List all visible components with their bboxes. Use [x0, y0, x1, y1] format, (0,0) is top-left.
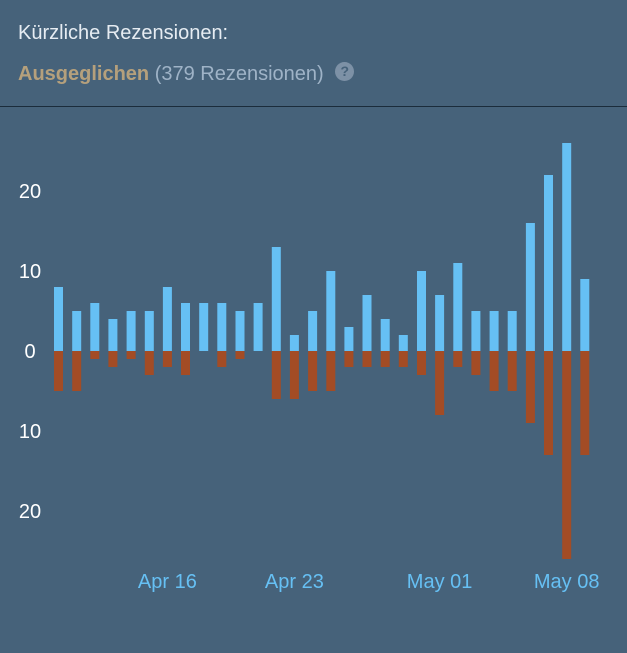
negative-bar-2024-05-02[interactable]	[453, 351, 463, 367]
negative-bar-2024-05-05[interactable]	[507, 351, 517, 391]
negative-bar-2024-04-30[interactable]	[417, 351, 426, 375]
negative-bar-2024-04-11[interactable]	[72, 351, 82, 391]
x-tick-label: Apr 23	[265, 571, 324, 593]
positive-bar-2024-04-16[interactable]	[162, 287, 172, 351]
positive-bar-2024-04-12[interactable]	[90, 303, 100, 351]
positive-bar-2024-04-27[interactable]	[362, 295, 372, 351]
positive-bar-2024-04-28[interactable]	[380, 319, 390, 351]
negative-bar-2024-04-23[interactable]	[289, 351, 299, 399]
negative-bar-2024-05-04[interactable]	[489, 351, 499, 391]
reviews-header: Kürzliche Rezensionen: Ausgeglichen (379…	[0, 0, 627, 107]
negative-bar-2024-04-29[interactable]	[398, 351, 408, 367]
y-tick-label: 20	[19, 181, 41, 203]
positive-bar-2024-05-01[interactable]	[435, 295, 445, 351]
review-count: (379 Rezensionen)	[154, 63, 324, 85]
negative-bar-2024-04-20[interactable]	[235, 351, 245, 359]
negative-bar-2024-04-14[interactable]	[126, 351, 136, 359]
negative-bar-2024-04-12[interactable]	[90, 351, 100, 359]
positive-bar-2024-04-20[interactable]	[235, 311, 245, 351]
positive-bar-2024-04-24[interactable]	[308, 311, 318, 351]
negative-bar-2024-04-27[interactable]	[362, 351, 372, 367]
positive-bar-2024-04-10[interactable]	[54, 287, 63, 351]
negative-bar-2024-04-17[interactable]	[181, 351, 190, 375]
review-summary: Ausgeglichen (379 Rezensionen) ?	[18, 62, 355, 86]
positive-bar-2024-04-29[interactable]	[398, 335, 408, 351]
positive-bar-2024-05-08[interactable]	[562, 143, 572, 351]
positive-bar-2024-04-13[interactable]	[108, 319, 118, 351]
negative-bar-2024-04-19[interactable]	[217, 351, 227, 367]
negative-bar-2024-04-15[interactable]	[144, 351, 154, 375]
y-tick-label: 20	[19, 501, 41, 523]
positive-bar-2024-05-03[interactable]	[471, 311, 481, 351]
positive-bar-2024-04-22[interactable]	[271, 247, 281, 351]
negative-bar-2024-04-28[interactable]	[380, 351, 390, 367]
positive-bar-2024-04-15[interactable]	[144, 311, 154, 351]
positive-bar-2024-05-02[interactable]	[453, 263, 463, 351]
x-axis-labels: Apr 16 Apr 23 May 01 May 08	[138, 571, 600, 593]
x-tick-label: May 01	[407, 571, 473, 593]
y-tick-label: 10	[19, 421, 41, 443]
x-tick-label: May 08	[534, 571, 600, 593]
positive-bar-2024-04-18[interactable]	[199, 303, 209, 351]
positive-bar-2024-04-17[interactable]	[181, 303, 190, 351]
negative-bar-2024-04-16[interactable]	[162, 351, 172, 367]
negative-bar-2024-04-24[interactable]	[308, 351, 318, 391]
negative-bar-2024-05-09[interactable]	[580, 351, 590, 455]
positive-bar-2024-04-14[interactable]	[126, 311, 136, 351]
negative-bar-2024-04-22[interactable]	[271, 351, 281, 399]
y-tick-label: 0	[24, 341, 35, 363]
review-histogram-chart: 20 10 0 10 20 Apr 16 Apr 23 May 01 May 08	[19, 143, 600, 593]
negative-bar-2024-05-07[interactable]	[544, 351, 553, 455]
help-icon[interactable]: ?	[335, 62, 355, 81]
positive-bar-2024-05-06[interactable]	[525, 223, 535, 351]
positive-bar-2024-04-19[interactable]	[217, 303, 227, 351]
positive-bar-2024-04-23[interactable]	[289, 335, 299, 351]
positive-bar-2024-05-09[interactable]	[580, 279, 590, 351]
negative-bar-2024-04-26[interactable]	[344, 351, 354, 367]
y-axis-labels: 20 10 0 10 20	[19, 181, 41, 523]
positive-bar-2024-04-30[interactable]	[417, 271, 426, 351]
negative-bar-2024-04-25[interactable]	[326, 351, 336, 391]
bars-group	[54, 143, 590, 559]
negative-bar-2024-04-10[interactable]	[54, 351, 63, 391]
positive-bar-2024-04-21[interactable]	[253, 303, 263, 351]
rating-label[interactable]: Ausgeglichen	[18, 63, 150, 85]
positive-bar-2024-04-11[interactable]	[72, 311, 82, 351]
positive-bar-2024-04-25[interactable]	[326, 271, 336, 351]
positive-bar-2024-05-07[interactable]	[544, 175, 553, 351]
negative-bar-2024-05-01[interactable]	[435, 351, 445, 415]
negative-bar-2024-04-13[interactable]	[108, 351, 118, 367]
positive-bar-2024-04-26[interactable]	[344, 327, 354, 351]
y-tick-label: 10	[19, 261, 41, 283]
negative-bar-2024-05-03[interactable]	[471, 351, 481, 375]
positive-bar-2024-05-04[interactable]	[489, 311, 499, 351]
negative-bar-2024-05-06[interactable]	[525, 351, 535, 423]
header-divider	[0, 106, 627, 107]
negative-bar-2024-05-08[interactable]	[562, 351, 572, 559]
reviews-title: Kürzliche Rezensionen:	[18, 22, 229, 44]
x-tick-label: Apr 16	[138, 571, 197, 593]
positive-bar-2024-05-05[interactable]	[507, 311, 517, 351]
